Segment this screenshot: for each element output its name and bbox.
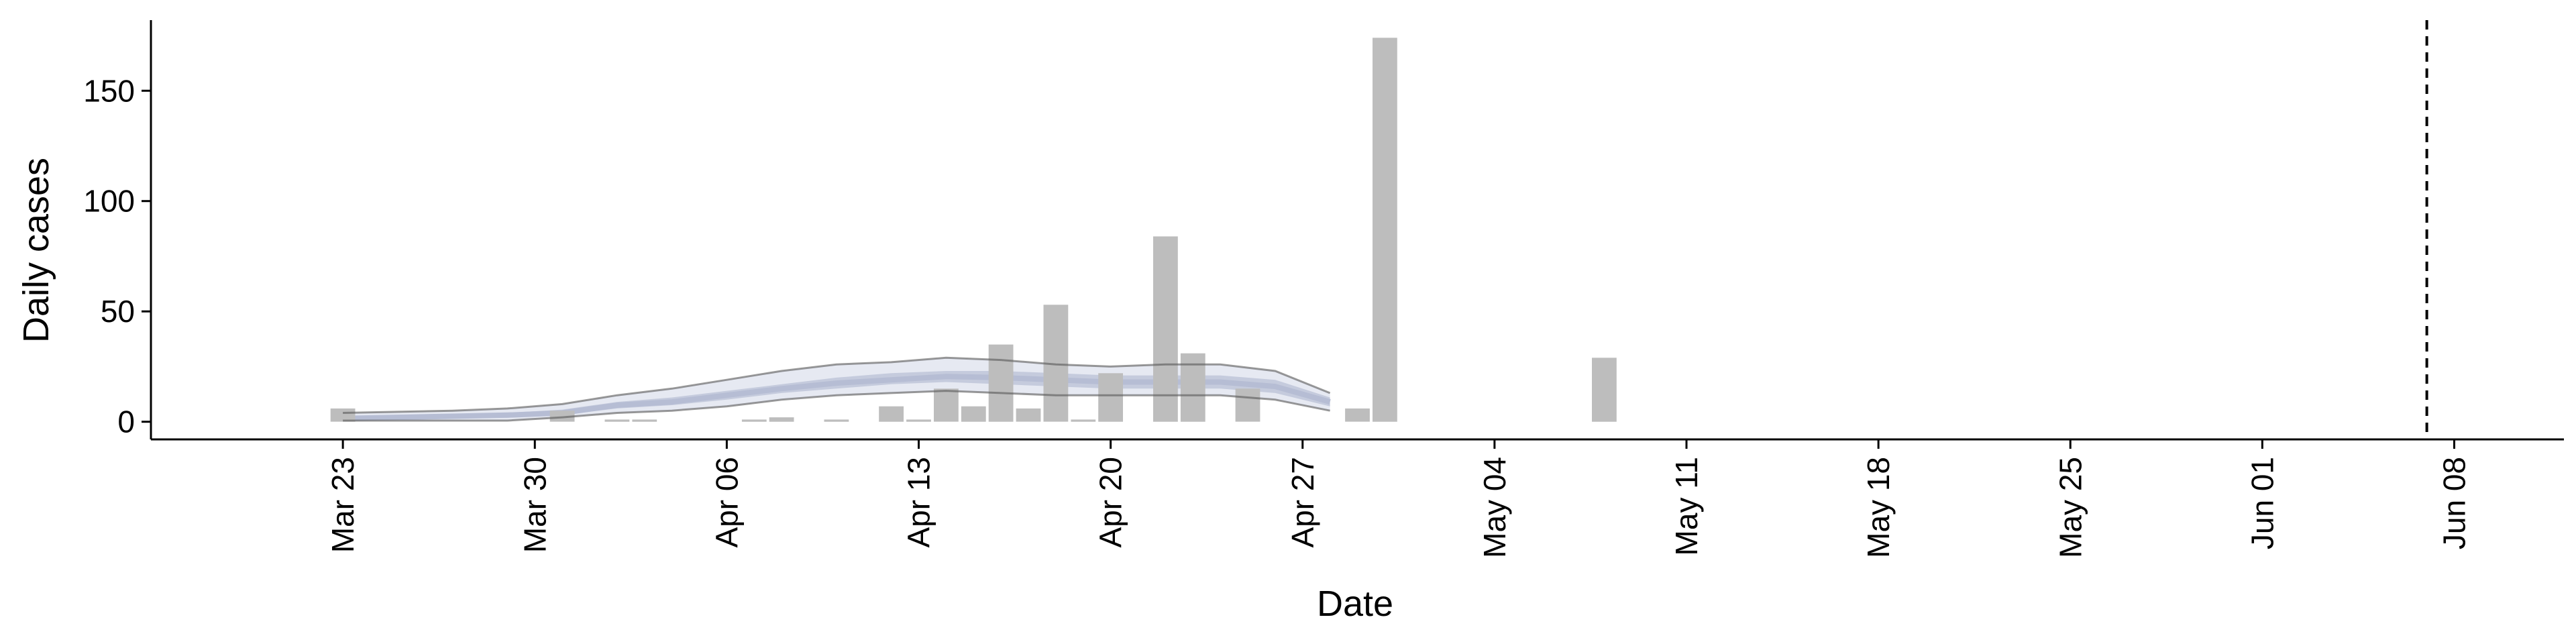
x-tick-label: Mar 23 [325, 457, 360, 553]
estimate-upper-line [343, 356, 1331, 414]
bar-2020-04-07 [741, 419, 767, 422]
x-tick-label: May 04 [1477, 457, 1512, 558]
daily-case-bars [330, 38, 1617, 422]
bar-2020-04-14 [934, 388, 959, 422]
bar-2020-04-08 [769, 417, 794, 422]
estimate-lower-line [343, 390, 1330, 422]
y-tick-label: 50 [101, 294, 135, 329]
y-axis-title: Daily cases [16, 158, 56, 343]
x-tick-label: Jun 08 [2437, 457, 2472, 549]
x-tick-label: Mar 30 [517, 457, 552, 553]
bar-2020-04-17 [1016, 408, 1041, 422]
estimate-interval-lines [343, 356, 1331, 422]
axes: 0 50 100 150 Mar 23 Mar 30 Apr 06 Apr 13 Apr 20 A… [83, 20, 2564, 558]
x-axis-title: Date [1317, 584, 1393, 624]
bar-2020-04-12 [879, 406, 904, 422]
y-tick-label: 150 [83, 73, 135, 108]
bar-2020-04-15 [961, 406, 986, 422]
x-tick-label: Apr 06 [709, 457, 744, 548]
y-tick-label: 100 [83, 184, 135, 219]
bar-2020-04-02 [604, 419, 630, 422]
bar-2020-04-13 [906, 419, 931, 422]
x-tick-label: May 11 [1669, 457, 1704, 555]
y-tick-label: 0 [117, 405, 135, 439]
bar-2020-04-16 [988, 344, 1014, 422]
x-tick-label: Apr 20 [1093, 457, 1128, 548]
bar-2020-04-30 [1373, 38, 1397, 422]
bar-2020-04-03 [632, 419, 657, 422]
bar-2020-04-22 [1153, 236, 1178, 422]
estimate-outer-band [343, 358, 1330, 421]
bar-2020-05-08 [1592, 358, 1617, 422]
bar-2020-04-29 [1345, 408, 1370, 422]
x-tick-label: May 18 [1861, 457, 1896, 558]
x-tick-label: May 25 [2053, 457, 2088, 558]
bar-2020-04-20 [1098, 373, 1123, 422]
x-tick-label: Apr 27 [1285, 457, 1320, 548]
bar-2020-03-31 [549, 411, 575, 422]
bar-2020-04-19 [1071, 419, 1096, 422]
x-tick-label: Apr 13 [902, 457, 936, 548]
bar-2020-04-10 [824, 419, 849, 422]
x-tick-label: Jun 01 [2245, 457, 2279, 549]
bar-2020-04-25 [1235, 388, 1260, 422]
